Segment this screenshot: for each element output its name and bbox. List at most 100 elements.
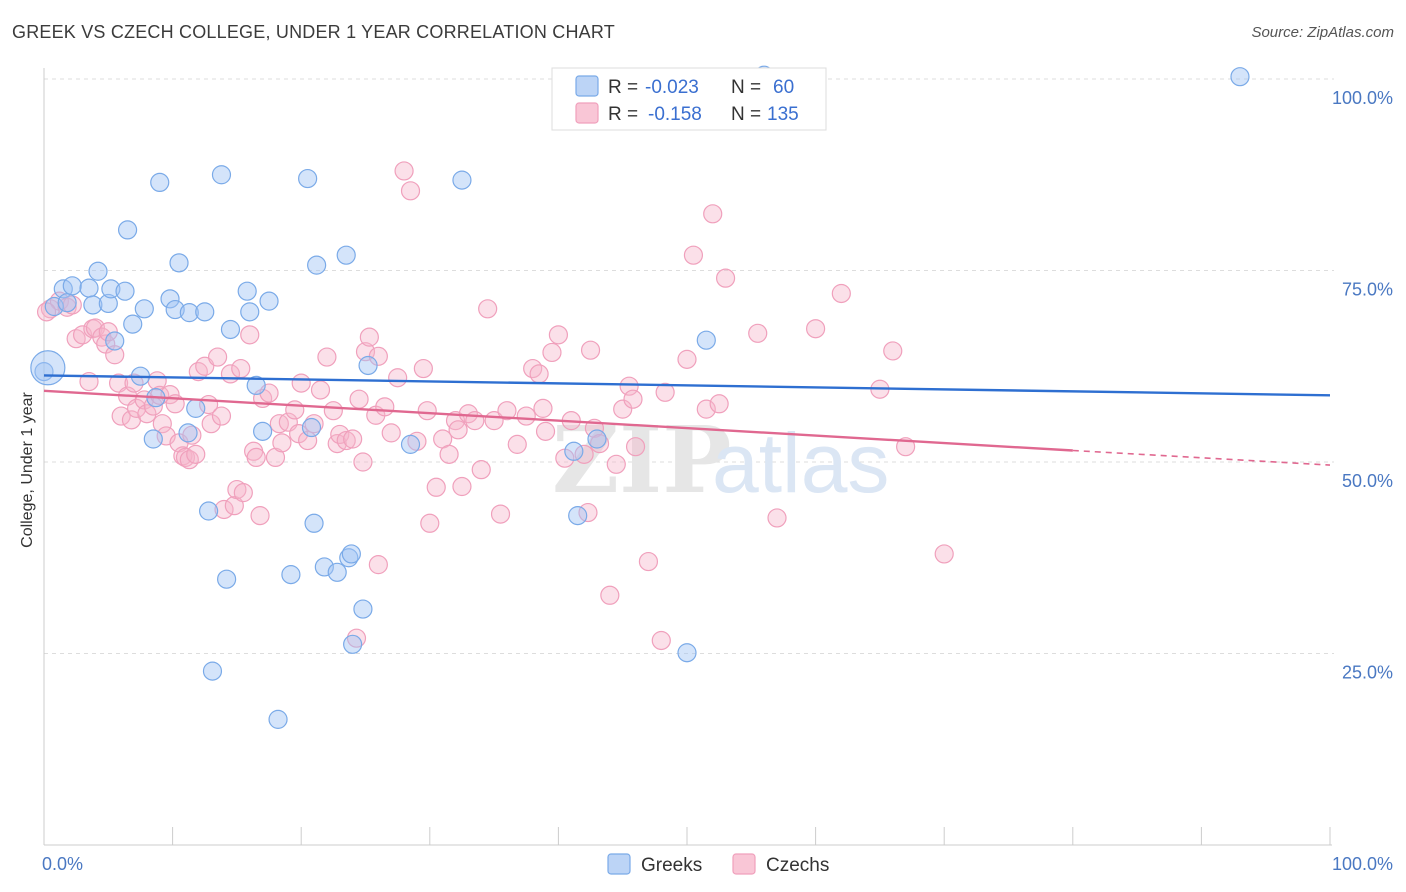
czechs-point — [934, 544, 954, 564]
czechs-point — [375, 397, 395, 417]
watermark-zip: ZIP — [552, 406, 731, 514]
greeks-point — [195, 302, 215, 322]
stats-n-label-greeks: N = — [731, 77, 766, 98]
y-tick-label: 100.0% — [1332, 88, 1393, 108]
czechs-point — [343, 429, 363, 449]
greeks-point — [202, 661, 223, 681]
czechs-point — [651, 630, 671, 651]
czechs-point — [497, 401, 517, 421]
czechs-point — [394, 161, 414, 181]
czechs-point — [516, 406, 536, 426]
y-tick-labels: 25.0% 50.0% 75.0% 100.0% — [1332, 88, 1393, 683]
czechs-point — [426, 477, 446, 497]
stats-r-label-greeks: R = — [608, 77, 643, 98]
stats-r-label-czechs: R = — [608, 104, 643, 125]
czechs-point — [452, 476, 472, 497]
czechs-point — [400, 181, 421, 201]
x-tick-label: 0.0% — [42, 854, 83, 874]
greeks-point — [150, 172, 170, 193]
greeks-point — [307, 255, 327, 275]
greeks-point — [343, 634, 363, 654]
czechs-point — [240, 325, 260, 345]
stats-legend: R = -0.023 N = 60 R = -0.158 N = 135 — [551, 67, 827, 131]
greeks-point — [301, 417, 322, 438]
czechs-point — [696, 399, 716, 419]
axes — [43, 68, 1332, 846]
czechs-point — [715, 268, 736, 288]
czechs-point — [748, 323, 768, 343]
czechs-point — [285, 400, 305, 420]
czechs-point — [368, 555, 388, 575]
stats-n-value-czechs: 135 — [767, 104, 799, 125]
greeks-point — [115, 281, 135, 301]
greeks-trend-line — [43, 374, 1331, 397]
greeks-point — [1230, 67, 1250, 87]
czechs-point — [186, 444, 206, 464]
czechs-point — [805, 319, 826, 339]
x-tick-label: 100.0% — [1332, 854, 1393, 874]
y-tick-label: 75.0% — [1342, 280, 1393, 300]
greeks-point — [98, 293, 118, 314]
czechs-point — [677, 349, 697, 369]
czechs-point — [625, 437, 646, 457]
greeks-point — [160, 289, 180, 309]
czechs-point — [211, 406, 232, 426]
greeks-point — [336, 245, 356, 265]
czechs-point — [272, 433, 292, 453]
greeks-point — [353, 599, 373, 619]
czechs-point — [310, 380, 331, 400]
czechs-point — [353, 452, 373, 472]
greeks-point — [268, 709, 288, 729]
stats-r-value-greeks: -0.023 — [645, 77, 699, 98]
greeks-point — [237, 281, 257, 301]
czechs-point — [231, 358, 251, 379]
czechs-point — [420, 513, 440, 533]
czechs-point — [542, 342, 562, 363]
greeks-point — [211, 165, 232, 185]
czechs-point — [548, 325, 569, 345]
greeks-point — [259, 291, 279, 311]
czechs-point — [439, 444, 459, 464]
czechs-point — [535, 421, 556, 441]
series-greeks — [30, 65, 1250, 729]
x-ticks — [43, 827, 1331, 845]
stats-n-label-czechs: N = — [731, 104, 766, 125]
czechs-point — [471, 460, 491, 480]
czechs-point — [831, 283, 851, 304]
czechs-point — [417, 401, 437, 421]
czechs-point — [201, 414, 221, 434]
czechs-point — [507, 434, 527, 454]
greeks-point — [105, 331, 125, 351]
stats-r-value-czechs: -0.158 — [648, 104, 702, 125]
stats-n-value-greeks: 60 — [773, 77, 794, 98]
series-legend: Greeks Czechs — [607, 853, 829, 876]
greeks-point — [134, 299, 154, 319]
greeks-point — [400, 434, 421, 454]
czechs-point — [179, 450, 199, 470]
greeks-point — [452, 170, 472, 190]
czechs-point — [638, 551, 659, 572]
czechs-point — [623, 389, 643, 409]
czechs-point — [233, 483, 253, 503]
czechs-point — [606, 454, 626, 474]
czechs-point — [703, 204, 723, 224]
greeks-point — [568, 506, 588, 526]
czechs-point — [381, 423, 401, 443]
chart-title: GREEK VS CZECH COLLEGE, UNDER 1 YEAR COR… — [12, 22, 615, 42]
greeks-point — [358, 355, 378, 376]
czechs-point — [523, 358, 543, 379]
czechs-point — [533, 398, 553, 418]
greeks-point — [314, 557, 334, 577]
czechs-point — [137, 404, 157, 424]
greeks-point — [143, 429, 163, 449]
czechs-trend-line — [43, 389, 1073, 452]
greeks-point — [30, 350, 66, 386]
czechs-point — [291, 373, 311, 393]
czechs-point — [613, 399, 633, 419]
greeks-point — [341, 544, 361, 564]
greeks-point — [217, 569, 237, 589]
czechs-point — [49, 291, 70, 311]
x-tick-labels: 0.0% 100.0% — [42, 854, 1393, 874]
greeks-point — [169, 253, 189, 273]
czechs-point — [317, 347, 337, 367]
